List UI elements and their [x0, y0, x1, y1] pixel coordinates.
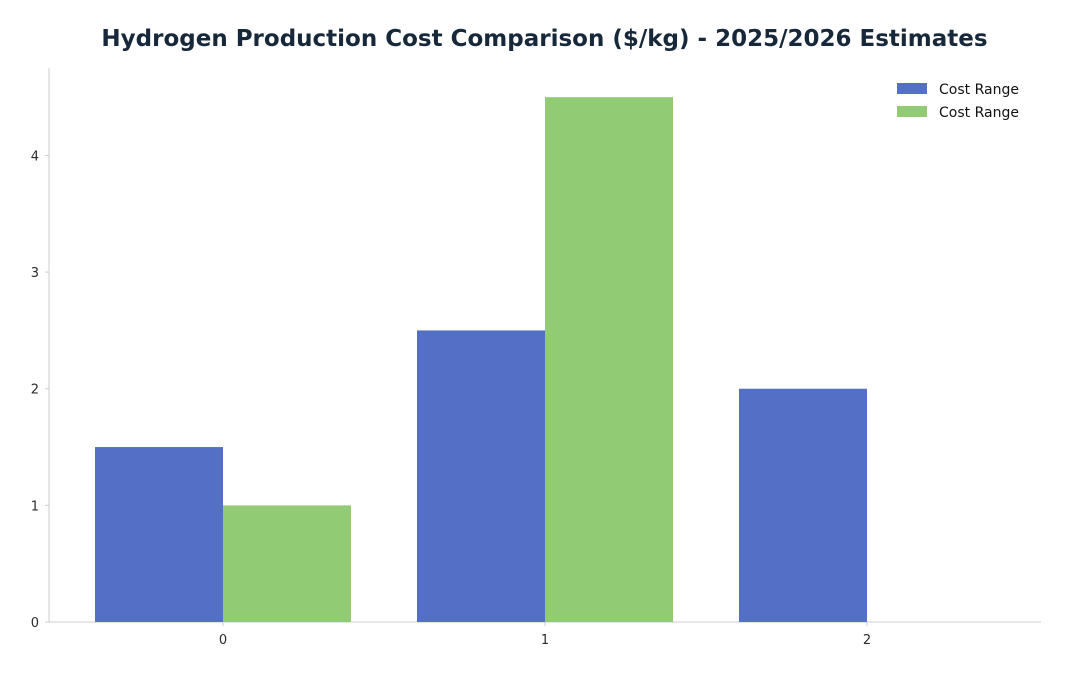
- y-tick-label: 2: [31, 383, 39, 398]
- legend: Cost Range Cost Range: [897, 82, 1019, 121]
- legend-label: Cost Range: [939, 105, 1019, 121]
- y-tick-label: 3: [31, 266, 39, 281]
- bars: [95, 97, 867, 622]
- bar-series-0-cat-0: [95, 447, 223, 622]
- bar-series-1-cat-0: [223, 505, 351, 622]
- legend-swatch: [897, 83, 927, 94]
- bar-series-0-cat-1: [417, 330, 545, 622]
- y-tick-label: 1: [31, 499, 39, 514]
- y-tick-label: 4: [31, 149, 39, 164]
- bar-series-1-cat-1: [545, 97, 673, 622]
- legend-label: Cost Range: [939, 82, 1019, 98]
- bar-series-0-cat-2: [739, 388, 867, 622]
- x-tick-label: 2: [863, 633, 871, 648]
- legend-swatch: [897, 106, 927, 117]
- x-tick-label: 1: [541, 633, 549, 648]
- chart-title: Hydrogen Production Cost Comparison ($/k…: [101, 26, 988, 52]
- x-tick-label: 0: [219, 633, 227, 648]
- tick-labels: 0 1 2 0 1 2 3 4: [31, 149, 871, 648]
- y-tick-label: 0: [31, 616, 39, 631]
